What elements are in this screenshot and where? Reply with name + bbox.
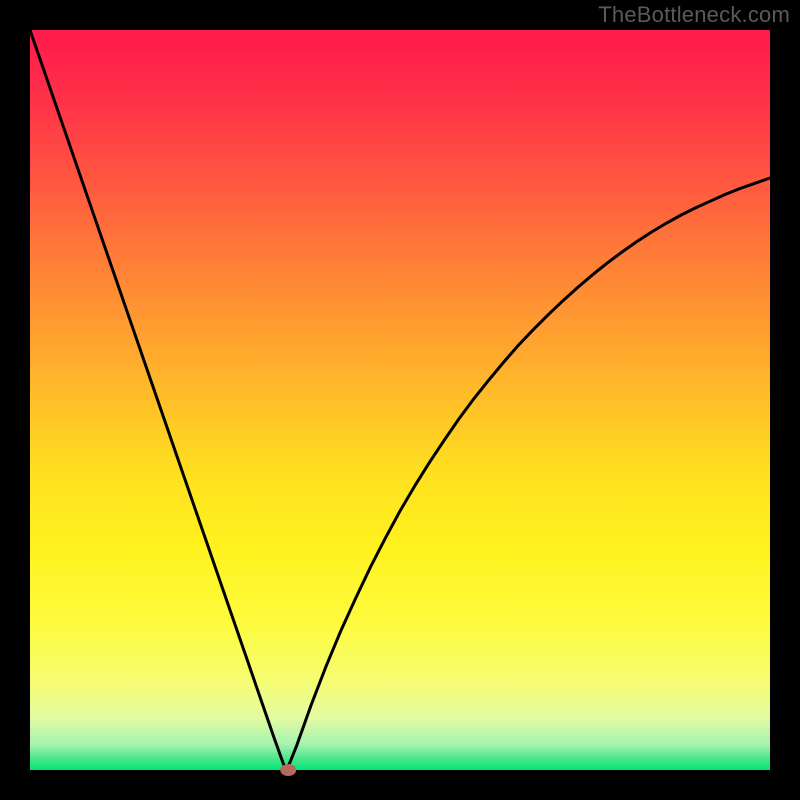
bottleneck-chart — [0, 0, 800, 800]
chart-container: { "watermark": { "text": "TheBottleneck.… — [0, 0, 800, 800]
plot-background-gradient — [30, 30, 770, 770]
watermark-text: TheBottleneck.com — [598, 2, 790, 28]
optimum-marker — [280, 764, 296, 776]
